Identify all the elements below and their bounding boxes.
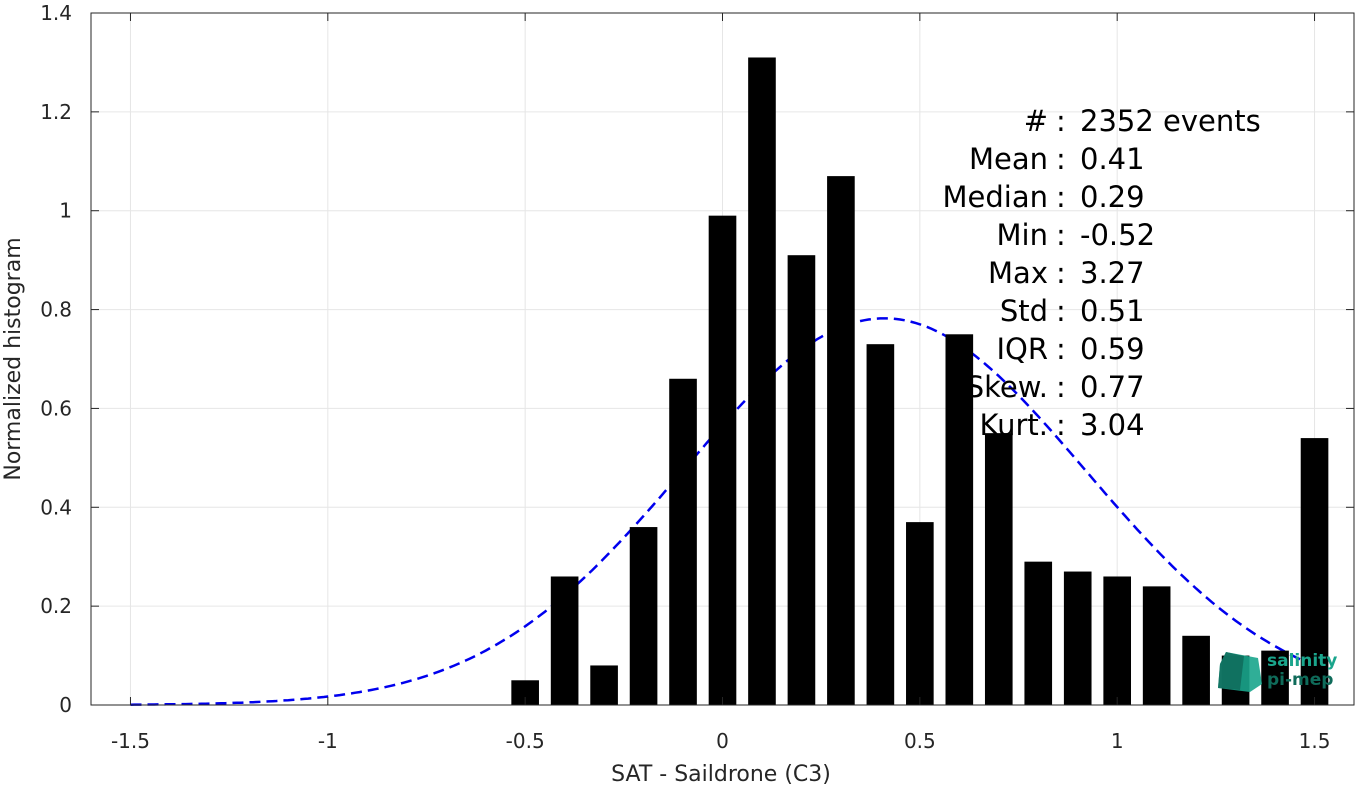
stat-label: Kurt. bbox=[980, 408, 1048, 442]
stat-separator: : bbox=[1056, 408, 1066, 442]
x-tick-label: 0.5 bbox=[904, 729, 936, 753]
stat-value: 0.77 bbox=[1080, 370, 1145, 404]
stat-separator: : bbox=[1056, 142, 1066, 176]
stat-value: 3.04 bbox=[1080, 408, 1145, 442]
stat-separator: : bbox=[1056, 218, 1066, 252]
histogram-bar bbox=[787, 255, 816, 705]
stat-label: Min bbox=[997, 218, 1048, 252]
stat-value: 3.27 bbox=[1080, 256, 1145, 290]
y-tick-label: 0 bbox=[59, 693, 72, 717]
stat-separator: : bbox=[1056, 332, 1066, 366]
stat-label: Mean bbox=[969, 142, 1048, 176]
histogram-bar bbox=[945, 334, 974, 705]
y-tick-label: 0.4 bbox=[40, 495, 72, 519]
histogram-bar bbox=[629, 527, 658, 705]
logo-mark-shade-icon bbox=[1218, 652, 1244, 690]
stat-label: Skew. bbox=[966, 370, 1048, 404]
histogram-bar bbox=[984, 433, 1013, 705]
x-tick-label: -0.5 bbox=[506, 729, 545, 753]
bar-layer bbox=[511, 57, 1329, 706]
logo-text-line1: salinity bbox=[1267, 651, 1337, 671]
histogram-bar bbox=[1063, 571, 1092, 705]
histogram-bar bbox=[550, 576, 579, 705]
stat-separator: : bbox=[1056, 256, 1066, 290]
histogram-bar bbox=[708, 215, 737, 705]
histogram-bar bbox=[1300, 438, 1329, 705]
stat-label: # bbox=[1024, 104, 1048, 138]
histogram-bar bbox=[1103, 576, 1132, 705]
y-tick-label: 0.2 bbox=[40, 594, 72, 618]
stat-label: Std bbox=[1000, 294, 1048, 328]
stat-separator: : bbox=[1056, 104, 1066, 138]
histogram-bar bbox=[1024, 561, 1053, 705]
stat-value: 0.51 bbox=[1080, 294, 1145, 328]
x-tick-label: 0 bbox=[716, 729, 729, 753]
stat-separator: : bbox=[1056, 294, 1066, 328]
gaussian-fit-line bbox=[130, 317, 1315, 706]
y-tick-label: 0.8 bbox=[40, 298, 72, 322]
stat-separator: : bbox=[1056, 370, 1066, 404]
stat-value: 0.29 bbox=[1080, 180, 1145, 214]
histogram-bar bbox=[1182, 635, 1210, 705]
y-tick-label: 1.2 bbox=[40, 100, 72, 124]
x-tick-label: -1.5 bbox=[111, 729, 150, 753]
stat-separator: : bbox=[1056, 180, 1066, 214]
histogram-bar bbox=[590, 665, 618, 705]
y-axis-title: Normalized histogram bbox=[1, 237, 26, 480]
x-tick-label: 1.5 bbox=[1299, 729, 1331, 753]
axes-layer bbox=[90, 12, 1355, 706]
salinity-pimep-logo: salinity pi-mep bbox=[1218, 651, 1337, 692]
logo-text-line2: pi-mep bbox=[1267, 670, 1333, 690]
histogram-bar bbox=[748, 57, 776, 705]
fit-layer bbox=[130, 317, 1315, 706]
y-tick-label: 0.6 bbox=[40, 396, 72, 420]
stat-value: 0.59 bbox=[1080, 332, 1145, 366]
histogram-bar bbox=[1261, 650, 1289, 705]
stat-label: Max bbox=[988, 256, 1048, 290]
stat-value: 0.41 bbox=[1080, 142, 1145, 176]
histogram-bar bbox=[866, 344, 895, 705]
y-tick-label: 1 bbox=[59, 199, 72, 223]
tick-layer: -1.5 -1 -0.5 0 0.5 1 1.500.20.40.60.811.21.4 bbox=[40, 1, 1330, 753]
stat-label: IQR bbox=[996, 332, 1048, 366]
histogram-bar bbox=[827, 176, 855, 706]
x-tick-label: 1 bbox=[1111, 729, 1124, 753]
histogram-bar bbox=[1142, 586, 1171, 705]
histogram-bar bbox=[669, 378, 697, 705]
stat-value: -0.52 bbox=[1080, 218, 1155, 252]
grid-layer bbox=[91, 12, 1354, 706]
y-tick-label: 1.4 bbox=[40, 1, 72, 25]
stat-value: 2352 events bbox=[1080, 104, 1261, 138]
histogram-bar bbox=[906, 522, 934, 705]
stat-label: Median bbox=[943, 180, 1048, 214]
x-axis-title: SAT - Saildrone (C3) bbox=[611, 762, 831, 785]
x-tick-label: -1 bbox=[318, 729, 338, 753]
